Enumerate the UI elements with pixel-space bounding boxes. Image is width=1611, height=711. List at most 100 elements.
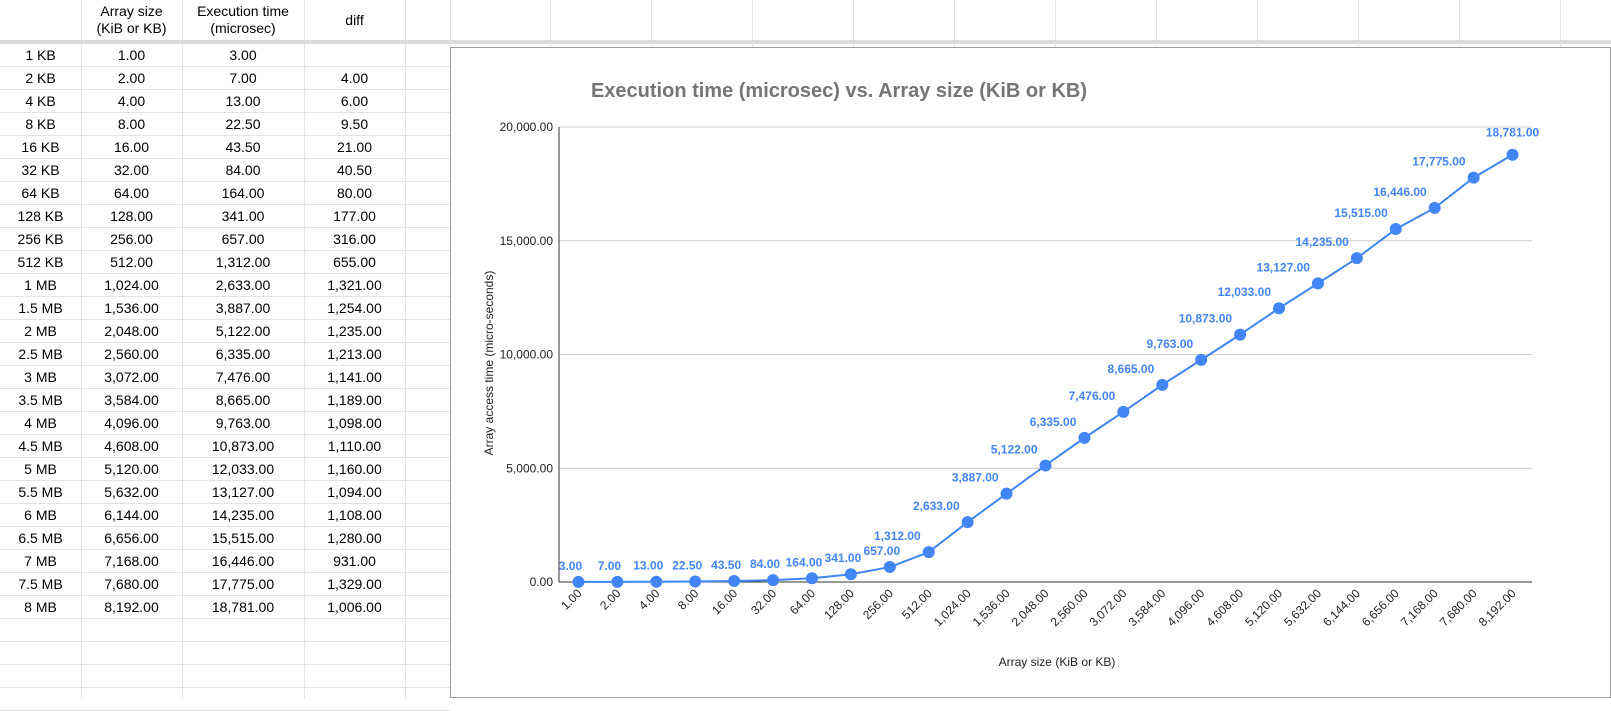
- size-label-cell[interactable]: 8 KB: [25, 116, 56, 132]
- array-size-cell[interactable]: 16.00: [113, 139, 150, 155]
- diff-cell[interactable]: 1,094.00: [327, 484, 382, 500]
- execution-time-cell[interactable]: 7.00: [229, 70, 257, 86]
- diff-cell[interactable]: 4.00: [340, 70, 369, 86]
- array-size-cell[interactable]: 3,072.00: [104, 369, 159, 385]
- data-point[interactable]: [1506, 148, 1519, 161]
- data-point[interactable]: [1117, 405, 1130, 418]
- diff-cell[interactable]: 1,329.00: [327, 576, 382, 592]
- size-label-cell[interactable]: 4 KB: [25, 93, 56, 109]
- array-size-cell[interactable]: 1.00: [117, 47, 146, 63]
- diff-cell[interactable]: 80.00: [336, 185, 373, 201]
- data-point[interactable]: [1273, 302, 1286, 315]
- line-chart[interactable]: Execution time (microsec) vs. Array size…: [450, 47, 1611, 698]
- size-label-cell[interactable]: 3 MB: [24, 369, 57, 385]
- data-point[interactable]: [844, 568, 857, 581]
- data-point[interactable]: [650, 575, 663, 588]
- diff-cell[interactable]: 1,254.00: [327, 300, 382, 316]
- diff-cell[interactable]: 1,160.00: [327, 461, 382, 477]
- diff-cell[interactable]: 1,321.00: [327, 277, 382, 293]
- size-label-cell[interactable]: 1.5 MB: [18, 300, 63, 316]
- array-size-cell[interactable]: 6,144.00: [104, 507, 159, 523]
- header-array-size[interactable]: Array size (KiB or KB): [96, 3, 167, 36]
- data-point[interactable]: [1428, 201, 1441, 214]
- array-size-cell[interactable]: 1,536.00: [104, 300, 159, 316]
- diff-cell[interactable]: [304, 44, 405, 67]
- execution-time-cell[interactable]: 657.00: [221, 231, 265, 247]
- array-size-cell[interactable]: 1,024.00: [104, 277, 159, 293]
- execution-time-cell[interactable]: 10,873.00: [211, 438, 275, 454]
- diff-cell[interactable]: 1,280.00: [327, 530, 382, 546]
- array-size-cell[interactable]: 3,584.00: [104, 392, 159, 408]
- data-point[interactable]: [572, 575, 585, 588]
- execution-time-cell[interactable]: 8,665.00: [215, 392, 271, 408]
- array-size-cell[interactable]: 7,168.00: [104, 553, 159, 569]
- execution-time-cell[interactable]: 15,515.00: [211, 530, 275, 546]
- array-size-cell[interactable]: 5,120.00: [104, 461, 159, 477]
- diff-cell[interactable]: 1,006.00: [327, 599, 382, 615]
- diff-cell[interactable]: 21.00: [336, 139, 373, 155]
- size-label-cell[interactable]: 16 KB: [21, 139, 60, 155]
- data-point[interactable]: [805, 572, 818, 585]
- array-size-cell[interactable]: 2,560.00: [104, 346, 159, 362]
- diff-cell[interactable]: 1,141.00: [327, 369, 382, 385]
- execution-time-cell[interactable]: 2,633.00: [215, 277, 271, 293]
- diff-cell[interactable]: 1,110.00: [327, 438, 382, 454]
- diff-cell[interactable]: 1,108.00: [327, 507, 382, 523]
- size-label-cell[interactable]: 64 KB: [21, 185, 60, 201]
- execution-time-cell[interactable]: 3,887.00: [215, 300, 271, 316]
- data-point[interactable]: [767, 574, 780, 587]
- data-point[interactable]: [689, 575, 702, 588]
- size-label-cell[interactable]: 1 MB: [24, 277, 57, 293]
- diff-cell[interactable]: 1,213.00: [327, 346, 382, 362]
- execution-time-cell[interactable]: 1,312.00: [215, 254, 271, 270]
- data-point[interactable]: [1311, 277, 1324, 290]
- size-label-cell[interactable]: 2 MB: [24, 323, 57, 339]
- execution-time-cell[interactable]: 17,775.00: [211, 576, 275, 592]
- data-point[interactable]: [1389, 223, 1402, 236]
- header-execution-time[interactable]: Execution time (microsec): [197, 3, 289, 36]
- size-label-cell[interactable]: 2 KB: [25, 70, 56, 86]
- array-size-cell[interactable]: 256.00: [110, 231, 153, 247]
- diff-cell[interactable]: 177.00: [333, 208, 376, 224]
- execution-time-cell[interactable]: 12,033.00: [211, 461, 275, 477]
- diff-cell[interactable]: 1,098.00: [327, 415, 382, 431]
- execution-time-cell[interactable]: 164.00: [221, 185, 265, 201]
- execution-time-cell[interactable]: 84.00: [225, 162, 261, 178]
- diff-cell[interactable]: 1,189.00: [327, 392, 382, 408]
- execution-time-cell[interactable]: 13.00: [225, 93, 261, 109]
- diff-cell[interactable]: 931.00: [333, 553, 376, 569]
- array-size-cell[interactable]: 5,632.00: [104, 484, 159, 500]
- execution-time-cell[interactable]: 7,476.00: [215, 369, 271, 385]
- array-size-cell[interactable]: 2.00: [117, 70, 146, 86]
- data-point[interactable]: [728, 575, 741, 588]
- size-label-cell[interactable]: 5.5 MB: [18, 484, 63, 500]
- execution-time-cell[interactable]: 5,122.00: [215, 323, 271, 339]
- size-label-cell[interactable]: 6 MB: [24, 507, 57, 523]
- size-label-cell[interactable]: 4 MB: [24, 415, 57, 431]
- array-size-cell[interactable]: 8.00: [117, 116, 146, 132]
- size-label-cell[interactable]: 128 KB: [17, 208, 64, 224]
- execution-time-cell[interactable]: 18,781.00: [211, 599, 275, 615]
- size-label-cell[interactable]: 256 KB: [17, 231, 64, 247]
- data-point[interactable]: [1078, 431, 1091, 444]
- diff-cell[interactable]: 1,235.00: [327, 323, 382, 339]
- array-size-cell[interactable]: 6,656.00: [104, 530, 159, 546]
- array-size-cell[interactable]: 8,192.00: [104, 599, 159, 615]
- execution-time-cell[interactable]: 16,446.00: [211, 553, 275, 569]
- size-label-cell[interactable]: 8 MB: [24, 599, 57, 615]
- array-size-cell[interactable]: 128.00: [110, 208, 153, 224]
- execution-time-cell[interactable]: 43.50: [225, 139, 261, 155]
- array-size-cell[interactable]: 512.00: [110, 254, 153, 270]
- size-label-cell[interactable]: 7.5 MB: [18, 576, 63, 592]
- size-label-cell[interactable]: 4.5 MB: [18, 438, 63, 454]
- execution-time-cell[interactable]: 9,763.00: [215, 415, 271, 431]
- size-label-cell[interactable]: 7 MB: [24, 553, 57, 569]
- size-label-cell[interactable]: 1 KB: [25, 47, 56, 63]
- data-point[interactable]: [1000, 487, 1013, 500]
- array-size-cell[interactable]: 7,680.00: [104, 576, 159, 592]
- header-diff[interactable]: diff: [345, 12, 364, 28]
- size-label-cell[interactable]: 3.5 MB: [18, 392, 63, 408]
- diff-cell[interactable]: 655.00: [333, 254, 376, 270]
- size-label-cell[interactable]: 5 MB: [24, 461, 57, 477]
- execution-time-cell[interactable]: 6,335.00: [215, 346, 271, 362]
